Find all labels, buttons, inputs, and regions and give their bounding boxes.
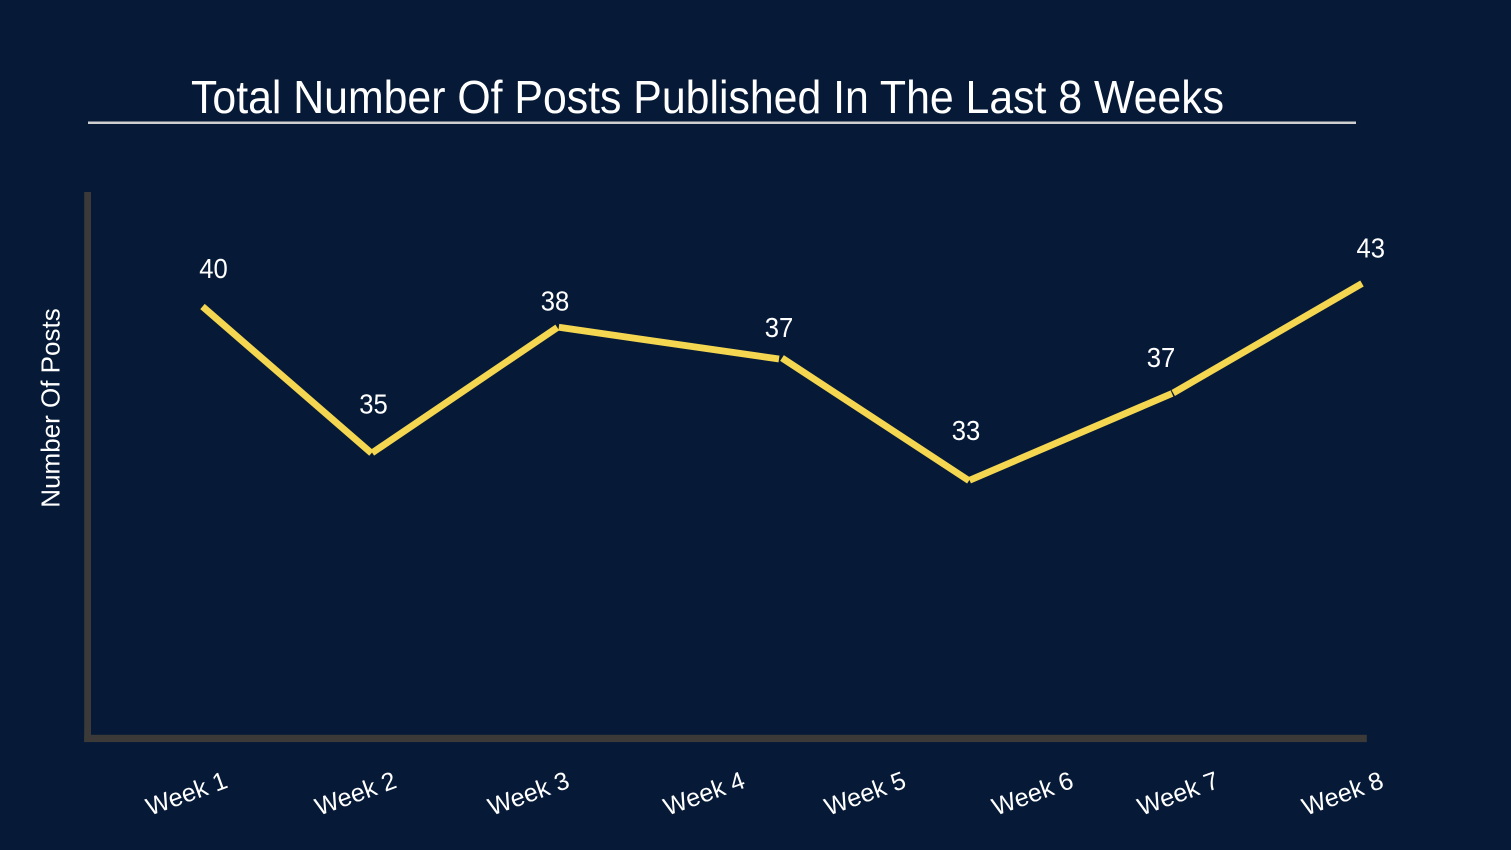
svg-text:35: 35 — [359, 389, 388, 420]
svg-text:33: 33 — [952, 415, 981, 446]
svg-text:37: 37 — [765, 312, 794, 343]
svg-text:40: 40 — [199, 253, 228, 284]
svg-text:37: 37 — [1147, 342, 1176, 373]
svg-text:43: 43 — [1357, 233, 1386, 264]
svg-text:38: 38 — [541, 286, 570, 317]
svg-text:Number Of Posts: Number Of Posts — [36, 308, 66, 507]
svg-text:Total Number Of Posts Publishe: Total Number Of Posts Published In The L… — [191, 71, 1224, 123]
